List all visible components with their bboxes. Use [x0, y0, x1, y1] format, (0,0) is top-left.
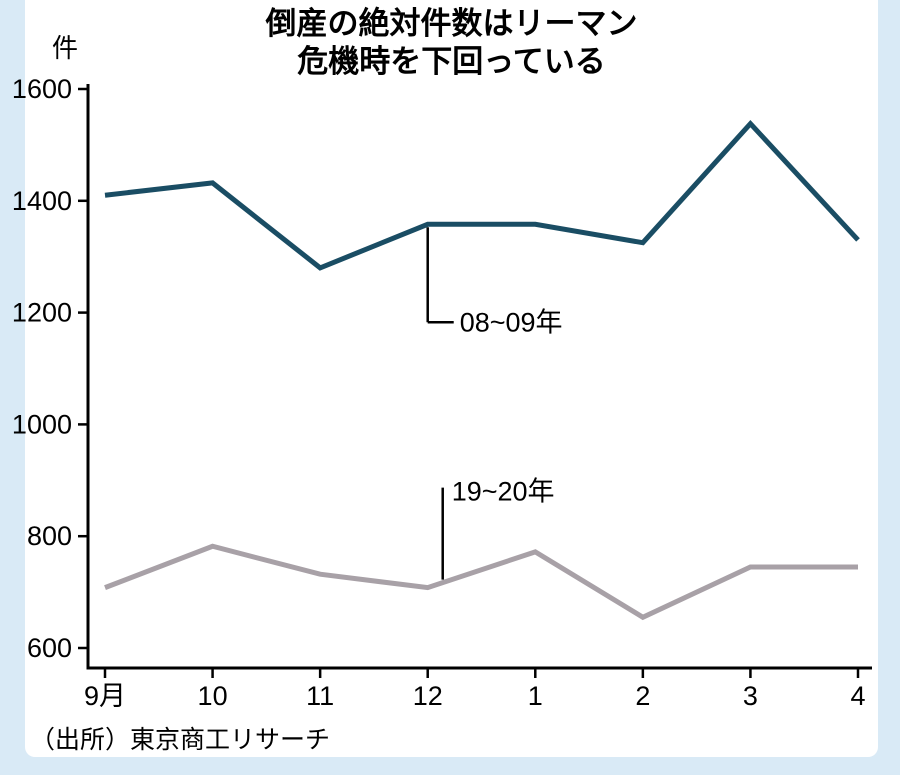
x-tick-label: 2 [635, 681, 650, 711]
series-line-0 [104, 119, 860, 271]
x-tick-label: 9月 [84, 681, 126, 711]
y-tick-label: 1600 [12, 74, 72, 104]
x-tick-label: 12 [413, 681, 443, 711]
y-tick-label: 1400 [12, 186, 72, 216]
x-tick-label: 10 [198, 681, 228, 711]
x-tick-label: 11 [306, 681, 334, 711]
chart-title-line1: 倒産の絶対件数はリーマン [265, 6, 638, 41]
annotation-label: 19~20年 [452, 477, 555, 507]
x-tick-label: 3 [743, 681, 758, 711]
annotation-label: 08~09年 [460, 307, 563, 337]
chart-panel [25, 0, 878, 757]
chart-title: 倒産の絶対件数はリーマン 危機時を下回っている [25, 5, 878, 81]
y-tick-label: 800 [27, 521, 72, 551]
x-tick-label: 1 [528, 681, 543, 711]
series-line-1 [104, 543, 858, 621]
source-note: （出所）東京商工リサーチ [30, 726, 331, 754]
x-tick-label: 4 [850, 681, 865, 711]
chart-title-line2: 危機時を下回っている [297, 44, 606, 79]
y-tick-label: 1200 [12, 298, 72, 328]
y-tick-label: 1000 [12, 409, 72, 439]
y-axis-unit-label: 件 [52, 33, 79, 63]
y-tick-label: 600 [27, 633, 72, 663]
